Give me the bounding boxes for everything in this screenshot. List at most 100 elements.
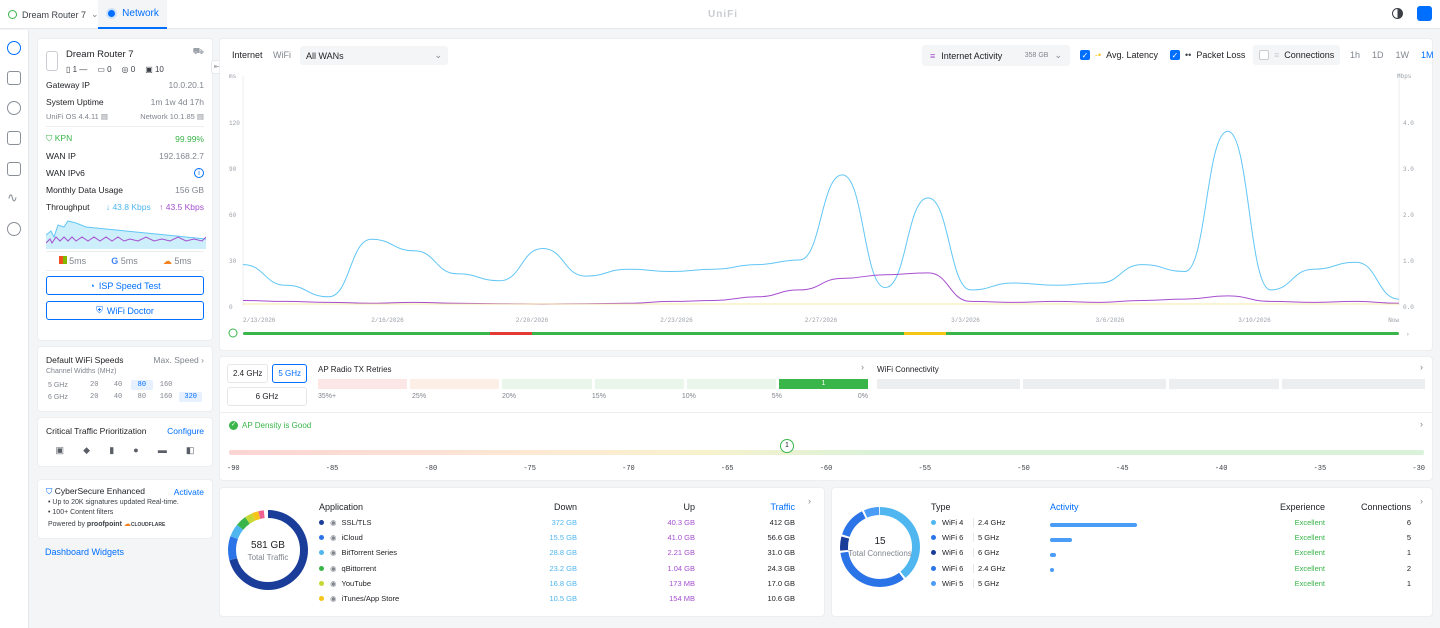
density-ticks: -90 -85 -80 -75 -70 -65 -60 -55 -50 -45 -40 -35 -30 — [227, 465, 1425, 473]
connection-row[interactable]: WiFi 6 5 GHz Excellent 5 — [931, 530, 1411, 545]
wan-select[interactable]: All WANs ⌄ — [300, 46, 448, 65]
chat-icon: ◆ — [83, 445, 91, 455]
phone-icon: ▯ 1 — — [66, 64, 88, 74]
connection-row[interactable]: WiFi 4 2.4 GHz Excellent 6 — [931, 515, 1411, 530]
chevron-down-icon: ⌄ — [91, 9, 99, 19]
range-1w[interactable]: 1W — [1395, 50, 1410, 60]
traffic-prioritization-card: Critical Traffic Prioritization Configure… — [37, 417, 213, 467]
app-name: ◉ SSL/TLS — [319, 518, 499, 527]
network-version[interactable]: Network 10.1.85 ▤ — [140, 112, 204, 121]
shield-icon: ⛉ — [46, 133, 53, 143]
y-tick-left: 120 — [229, 120, 240, 127]
tab-wifi[interactable]: WiFi — [273, 50, 291, 60]
chevron-right-icon[interactable]: › — [1420, 496, 1423, 506]
wifi-speeds-title: Default WiFi Speeds — [46, 355, 124, 365]
isp-uptime: 99.99% — [175, 133, 204, 144]
uptime-bar — [243, 332, 1399, 335]
legend-dot — [931, 580, 936, 586]
user-avatar-icon[interactable] — [1417, 6, 1432, 21]
chevron-right-icon[interactable]: › — [861, 362, 864, 372]
chevron-down-icon: ⌄ — [434, 50, 442, 60]
cloudflare-icon: ☁ — [123, 521, 131, 528]
app-row[interactable]: ◉ iTunes/App Store 10.5 GB 154 MB 10.6 GB — [319, 591, 799, 606]
data-usage-label: Monthly Data Usage — [46, 184, 124, 195]
google-icon: G — [111, 256, 119, 266]
topology-icon[interactable] — [7, 71, 21, 85]
range-1h[interactable]: 1h — [1350, 50, 1361, 60]
dashboard-icon[interactable] — [7, 41, 21, 55]
app-down: 23.2 GB — [549, 563, 577, 573]
band-5[interactable]: 5 GHz — [272, 364, 308, 383]
chevron-right-icon[interactable]: › — [1420, 362, 1423, 372]
ap-density-status: ✓ AP Density is Good — [229, 421, 312, 430]
tab-internet[interactable]: Internet — [232, 50, 263, 60]
chevron-down-icon: ⌄ — [1054, 50, 1062, 60]
info-icon[interactable]: i — [194, 167, 204, 178]
switch-icon: ▭ 0 — [97, 64, 112, 74]
apps-icon[interactable] — [7, 162, 21, 176]
range-1m[interactable]: 1M — [1421, 50, 1434, 60]
chevron-right-icon[interactable]: › — [1420, 419, 1423, 429]
chevron-right-icon[interactable]: › — [808, 496, 811, 506]
conn-type: WiFi 6 — [931, 548, 973, 557]
conn-band: 2.4 GHz — [973, 518, 1050, 528]
connection-row[interactable]: WiFi 6 2.4 GHz Excellent 2 — [931, 561, 1411, 576]
activity-sort-header[interactable]: Activity — [1050, 502, 1079, 512]
y-tick-left: 60 — [229, 212, 237, 219]
connections-table: Type Activity Experience Connections WiFi 4… — [931, 499, 1411, 591]
activity-select[interactable]: ≡ Internet Activity 358 GB ⌄ — [922, 45, 1070, 66]
app-row[interactable]: ◉ qBittorrent 23.2 GB 1.04 GB 24.3 GB — [319, 561, 799, 576]
uptime-bar-outage — [490, 332, 532, 335]
app-row[interactable]: ◉ SSL/TLS 372 GB 40.3 GB 412 GB — [319, 515, 799, 530]
avg-latency-toggle[interactable]: ✓ -• Avg. Latency — [1080, 50, 1159, 60]
wifi-doctor-button[interactable]: ⛨ WiFi Doctor — [46, 301, 204, 320]
max-speed-link[interactable]: Max. Speed › — [153, 355, 204, 365]
traffic-sort-header[interactable]: Traffic — [770, 502, 795, 512]
y-axis-right-label: Mbps — [1397, 73, 1412, 80]
connection-row[interactable]: WiFi 6 6 GHz Excellent 1 — [931, 545, 1411, 560]
x-tick: 2/20/2026 — [516, 317, 549, 324]
range-1d[interactable]: 1D — [1372, 50, 1384, 60]
cyber-bullet-1: • Up to 20K signatures updated Real-time… — [48, 499, 179, 506]
legend-dot — [319, 535, 324, 541]
wan-select-value: All WANs — [306, 50, 344, 61]
app-row[interactable]: ◉ YouTube 16.8 GB 173 MB 17.0 GB — [319, 576, 799, 591]
connections-toggle[interactable]: ≡ Connections — [1253, 45, 1341, 65]
dashboard-widgets-link[interactable]: Dashboard Widgets — [45, 547, 125, 557]
settings-icon[interactable] — [7, 222, 21, 236]
unifi-devices-icon[interactable] — [7, 101, 21, 115]
connection-row[interactable]: WiFi 5 5 GHz Excellent 1 — [931, 576, 1411, 591]
isp-speed-test-button[interactable]: ◔ ISP Speed Test — [46, 276, 204, 295]
gateway-ip-value: 10.0.20.1 — [168, 79, 204, 90]
wan-status-icon — [228, 328, 238, 338]
app-up: 154 MB — [669, 594, 695, 604]
activity-legend-icon: ≡ — [930, 50, 936, 61]
conn-count: 1 — [1406, 548, 1411, 558]
legend-dot — [319, 550, 324, 556]
band-24[interactable]: 2.4 GHz — [227, 364, 269, 383]
top-bar: Dream Router 7 ⌄ Network UniFi — [0, 0, 1440, 29]
cybersecure-title: ⛉ CyberSecure Enhanced — [46, 486, 146, 496]
activate-link[interactable]: Activate — [173, 486, 204, 497]
os-version[interactable]: UniFi OS 4.4.11 ▤ — [46, 112, 108, 121]
band-6[interactable]: 6 GHz — [227, 387, 307, 406]
latency-google: G 5ms — [111, 256, 138, 266]
car-icon[interactable]: ⛟ — [192, 46, 204, 56]
y-tick-left: 90 — [229, 166, 237, 173]
clients-icon[interactable] — [7, 131, 21, 145]
total-connections-value: 15 — [874, 536, 886, 547]
device-card: Dream Router 7 ▯ 1 — ▭ 0 ◎ 0 ▣ 10 ⛟ Gate… — [37, 38, 213, 341]
insights-icon[interactable]: ∿ — [7, 190, 18, 205]
y-tick-right: 1.0 — [1403, 258, 1414, 265]
configure-link[interactable]: Configure — [167, 426, 204, 436]
device-selector[interactable]: Dream Router 7 ⌄ — [8, 0, 99, 29]
app-name: ◉ qBittorrent — [319, 564, 499, 573]
tab-network[interactable]: Network — [98, 0, 167, 29]
theme-toggle-icon[interactable] — [1392, 8, 1403, 19]
app-row[interactable]: ◉ iCloud 15.5 GB 41.0 GB 56.6 GB — [319, 530, 799, 545]
density-marker: 1 — [780, 439, 794, 453]
app-icon: ◉ — [330, 563, 337, 573]
y-axis-left-label: ms — [229, 73, 237, 80]
app-row[interactable]: ◉ BitTorrent Series 28.8 GB 2.21 GB 31.0 … — [319, 545, 799, 560]
packet-loss-toggle[interactable]: ✓ •• Packet Loss — [1170, 50, 1246, 60]
